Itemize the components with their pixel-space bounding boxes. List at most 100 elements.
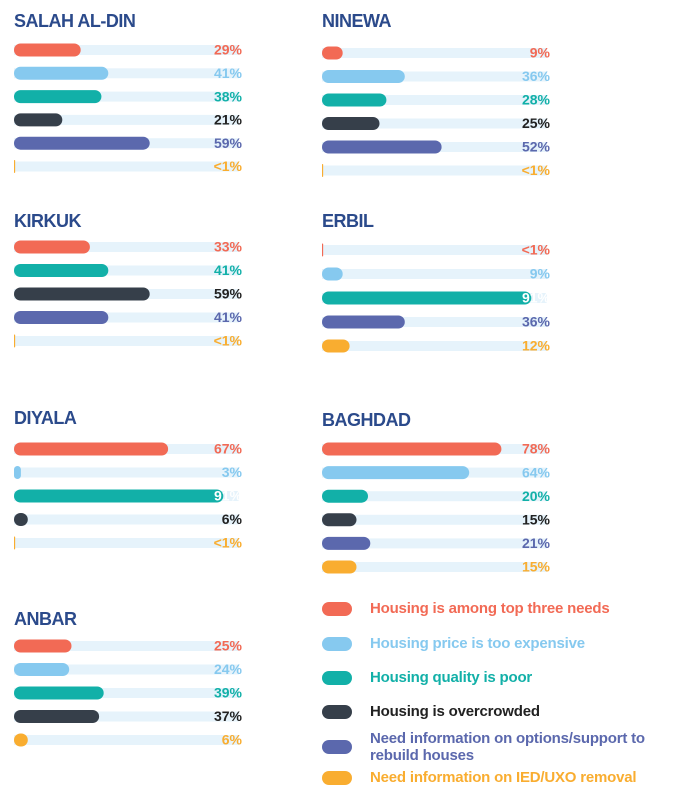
bar-track (322, 538, 547, 549)
bar (322, 315, 405, 329)
value-label: 37% (214, 708, 243, 724)
value-label: <1% (214, 535, 243, 551)
bar (14, 710, 100, 723)
legend-label: Housing price is too expensive (370, 635, 585, 652)
bar (322, 46, 343, 60)
bar-track (14, 114, 239, 125)
bar (322, 117, 380, 130)
bar (14, 334, 16, 348)
value-label: <1% (214, 333, 243, 349)
bar-track (322, 269, 547, 279)
value-label: 28% (522, 92, 551, 108)
bar (322, 466, 470, 480)
chart-title: NINEWA (322, 11, 392, 31)
chart-title: DIYALA (14, 408, 77, 428)
bar-track (322, 48, 547, 58)
legend-label: Need information on options/support to r… (370, 730, 645, 764)
value-label: 59% (214, 135, 243, 151)
chart-title: KIRKUK (14, 211, 81, 231)
bar (322, 489, 368, 503)
value-label: 41% (214, 65, 243, 81)
legend-label: Housing quality is poor (370, 669, 533, 686)
bar-track (14, 467, 239, 478)
legend-swatch (322, 740, 352, 754)
value-label: 21% (214, 112, 243, 128)
value-label: 91% (522, 290, 551, 306)
chart-title: BAGHDAD (322, 410, 411, 430)
bar (14, 639, 72, 653)
bar (322, 560, 357, 574)
bar (322, 164, 324, 177)
bar (322, 267, 343, 281)
bar-track (14, 242, 239, 252)
bar-track (14, 538, 239, 548)
value-label: <1% (522, 162, 551, 178)
value-label: <1% (522, 242, 551, 258)
legend-swatch (322, 671, 352, 685)
bar-track (322, 491, 547, 502)
value-label: 6% (222, 511, 243, 527)
bar-track (14, 161, 239, 172)
legend-label: Housing is among top three needs (370, 600, 610, 617)
bar (14, 663, 70, 676)
value-label: 52% (522, 139, 551, 155)
bar-track (14, 688, 239, 698)
value-label: 38% (214, 88, 243, 104)
value-label: 59% (214, 286, 243, 302)
bar (14, 264, 109, 277)
value-label: 15% (522, 512, 551, 528)
bar (322, 70, 405, 83)
legend-label: Need information on IED/UXO removal (370, 769, 637, 786)
bar-track (322, 562, 547, 572)
bar (14, 43, 81, 57)
bar (14, 66, 109, 80)
chart-title: ANBAR (14, 609, 77, 629)
bar (322, 513, 357, 527)
bar-track (14, 265, 239, 276)
value-label: <1% (214, 158, 243, 174)
value-label: 25% (522, 115, 551, 131)
bar-track (14, 68, 239, 79)
chart-title: SALAH AL-DIN (14, 11, 135, 31)
legend-swatch (322, 602, 352, 616)
bar (14, 442, 169, 456)
bar (322, 291, 532, 305)
bar (14, 686, 104, 700)
value-label: 3% (222, 464, 243, 480)
bar-track (322, 165, 547, 176)
value-label: 9% (530, 266, 551, 282)
value-label: 67% (214, 441, 243, 457)
bar (14, 311, 109, 324)
legend-swatch (322, 705, 352, 719)
bar-track (322, 341, 547, 351)
bar (14, 160, 16, 173)
bar (322, 442, 502, 456)
value-label: 20% (522, 488, 551, 504)
legend-swatch (322, 637, 352, 651)
value-label: 6% (222, 732, 243, 748)
bar (14, 136, 150, 150)
bar-track (14, 514, 239, 525)
bar (14, 489, 224, 503)
bar (322, 93, 387, 107)
bar-track (14, 336, 239, 346)
bar (14, 113, 63, 127)
value-label: 64% (522, 464, 551, 480)
bar (14, 240, 90, 254)
legend-label: Housing is overcrowded (370, 703, 540, 720)
bar-track (14, 312, 239, 323)
value-label: 91% (214, 488, 243, 504)
bar (14, 733, 28, 747)
bar (322, 536, 371, 550)
value-label: 36% (522, 68, 551, 84)
legend-swatch (322, 771, 352, 785)
bar-track (322, 118, 547, 129)
value-label: 41% (214, 309, 243, 325)
value-label: 21% (522, 535, 551, 551)
bar-track (14, 641, 239, 651)
bar-track (14, 735, 239, 745)
bar-track (14, 664, 239, 675)
value-label: 41% (214, 262, 243, 278)
